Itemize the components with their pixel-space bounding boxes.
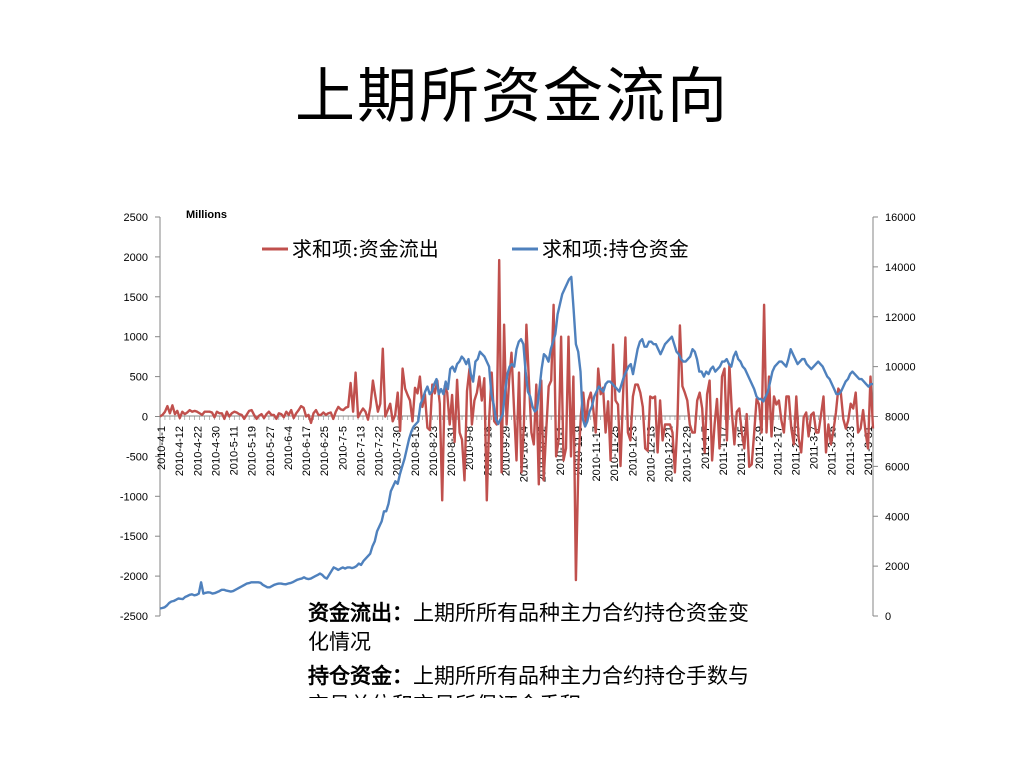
- x-tick-label: 2010-4-1: [156, 426, 168, 470]
- x-tick-label: 2010-8-23: [428, 426, 440, 476]
- x-tick-label: 2010-4-22: [192, 426, 204, 476]
- legend-label: 求和项:资金流出: [292, 237, 439, 261]
- right-axis-tick-label: 4000: [885, 511, 909, 523]
- note-text: 上期所所有品种主力合约持仓资金变化情况: [308, 601, 749, 654]
- note-fund-outflow: 资金流出：上期所所有品种主力合约持仓资金变化情况: [308, 598, 758, 657]
- x-tick-label: 2010-6-4: [283, 426, 295, 470]
- note-text: 上期所所有品种主力合约持仓手数与交易单位和交易所保证金乘积: [308, 664, 749, 698]
- x-tick-label: 2010-8-31: [446, 426, 458, 476]
- left-axis-tick-label: 2500: [124, 212, 148, 224]
- x-tick-label: 2010-4-12: [174, 426, 186, 476]
- x-tick-label: 2010-8-13: [410, 426, 422, 476]
- right-axis-tick-label: 16000: [885, 212, 916, 224]
- left-axis-tick-label: 2000: [124, 252, 148, 264]
- x-tick-label: 2010-12-29: [682, 426, 694, 482]
- right-axis-tick-label: 6000: [885, 461, 909, 473]
- x-tick-label: 2010-7-13: [355, 426, 367, 476]
- left-axis-tick-label: -2000: [120, 571, 148, 583]
- x-tick-label: 2010-5-19: [247, 426, 259, 476]
- note-position-capital: 持仓资金：上期所所有品种主力合约持仓手数与交易单位和交易所保证金乘积: [308, 661, 758, 698]
- slide-title: 上期所资金流向: [295, 62, 729, 132]
- right-axis-tick-label: 8000: [885, 412, 909, 424]
- x-tick-label: 2010-5-11: [229, 426, 241, 475]
- x-tick-label: 2011-3-23: [845, 426, 857, 475]
- x-tick-label: 2010-11-17: [591, 426, 603, 481]
- left-axis-tick-label: 500: [130, 372, 148, 384]
- x-tick-label: 2010-5-27: [265, 426, 277, 476]
- left-axis-tick-label: -1500: [120, 531, 148, 543]
- right-axis-tick-label: 0: [885, 611, 891, 623]
- legend-label: 求和项:持仓资金: [542, 237, 689, 261]
- x-tick-label: 2010-7-30: [392, 426, 404, 476]
- units-label: Millions: [186, 209, 227, 221]
- x-tick-label: 2010-6-25: [319, 426, 331, 476]
- note-term: 持仓资金：: [308, 663, 413, 688]
- x-tick-label: 2010-6-17: [301, 426, 313, 476]
- left-axis-tick-label: 1000: [124, 332, 148, 344]
- x-tick-label: 2010-9-29: [500, 426, 512, 476]
- left-axis-tick-label: -1000: [120, 491, 148, 503]
- series-line-fund-outflow: [159, 258, 875, 582]
- x-tick-label: 2010-7-22: [374, 426, 386, 476]
- left-axis-tick-label: -500: [126, 451, 148, 463]
- right-axis-tick-label: 12000: [885, 312, 916, 324]
- left-axis-tick-label: -2500: [120, 611, 148, 623]
- x-tick-label: 2011-2-17: [772, 426, 784, 475]
- notes: 资金流出：上期所所有品种主力合约持仓资金变化情况 持仓资金：上期所所有品种主力合…: [308, 598, 758, 698]
- note-term: 资金流出：: [308, 600, 413, 625]
- series-line-position-capital: [159, 275, 873, 610]
- left-axis-tick-label: 0: [142, 412, 148, 424]
- x-tick-label: 2011-2-9: [754, 426, 766, 469]
- right-axis-tick-label: 2000: [885, 561, 909, 573]
- right-axis-tick-label: 14000: [885, 262, 916, 274]
- x-tick-label: 2010-9-8: [464, 426, 476, 470]
- left-axis-tick-label: 1500: [124, 292, 148, 304]
- right-axis-tick-label: 10000: [885, 362, 916, 374]
- x-tick-label: 2010-4-30: [210, 426, 222, 476]
- x-tick-label: 2011-3-7: [809, 426, 821, 469]
- x-tick-label: 2010-7-5: [337, 426, 349, 470]
